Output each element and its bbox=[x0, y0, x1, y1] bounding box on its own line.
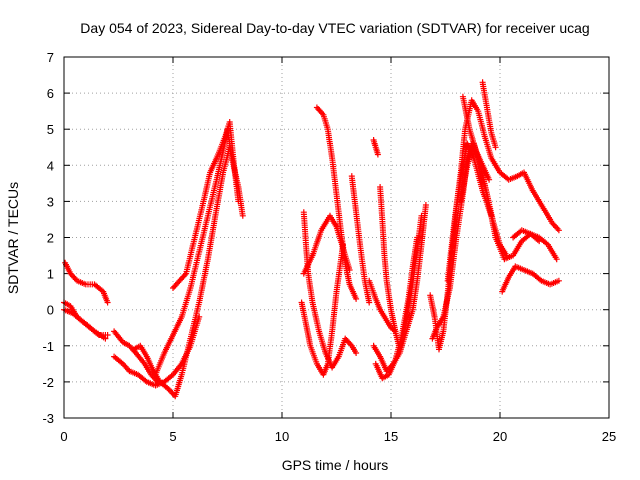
plus-markers bbox=[62, 259, 111, 306]
x-tick-label: 0 bbox=[60, 429, 67, 444]
series-t23 bbox=[479, 79, 499, 151]
y-axis-label: SDTVAR / TECUs bbox=[5, 182, 21, 294]
plus-markers bbox=[298, 241, 346, 378]
plus-markers bbox=[457, 140, 510, 259]
y-tick-label: 6 bbox=[47, 86, 54, 101]
plus-markers bbox=[510, 227, 543, 245]
y-tick-label: -2 bbox=[42, 375, 54, 390]
plus-markers bbox=[372, 234, 421, 382]
x-tick-label: 5 bbox=[169, 429, 176, 444]
plus-markers bbox=[61, 306, 111, 338]
y-tick-label: 5 bbox=[47, 122, 54, 137]
plus-markers bbox=[300, 209, 360, 371]
y-tick-label: -3 bbox=[42, 411, 54, 426]
series-t02 bbox=[61, 306, 111, 338]
y-tick-label: 7 bbox=[47, 50, 54, 65]
x-axis-label: GPS time / hours bbox=[282, 457, 389, 473]
y-tick-label: 3 bbox=[47, 194, 54, 209]
series-t03 bbox=[62, 259, 111, 306]
axis-ticks: 0 5 10 15 20 25 -3 -2 -1 0 1 2 3 4 5 6 7 bbox=[42, 50, 616, 444]
series-t09 bbox=[300, 209, 360, 371]
x-tick-label: 20 bbox=[493, 429, 507, 444]
x-tick-label: 10 bbox=[275, 429, 289, 444]
plus-markers bbox=[111, 328, 161, 385]
series-t12 bbox=[300, 212, 353, 277]
series-t25 bbox=[499, 263, 562, 295]
y-tick-label: 0 bbox=[47, 303, 54, 318]
series-t24 bbox=[457, 140, 510, 259]
plus-markers bbox=[366, 277, 399, 335]
x-tick-label: 15 bbox=[384, 429, 398, 444]
x-tick-label: 25 bbox=[602, 429, 616, 444]
series-t04 bbox=[111, 328, 161, 385]
plot-frame bbox=[63, 56, 610, 419]
y-tick-label: 1 bbox=[47, 267, 54, 282]
series-t07 bbox=[152, 126, 246, 378]
series-t14 bbox=[370, 137, 381, 158]
series-t26 bbox=[510, 227, 543, 245]
y-tick-label: 4 bbox=[47, 158, 54, 173]
y-tick-label: 2 bbox=[47, 231, 54, 246]
plus-markers bbox=[370, 137, 381, 158]
chart-title: Day 054 of 2023, Sidereal Day-to-day VTE… bbox=[80, 20, 589, 36]
series-t08 bbox=[170, 119, 242, 291]
plus-markers bbox=[170, 119, 242, 291]
series-t15 bbox=[366, 277, 399, 335]
plus-markers bbox=[348, 173, 373, 306]
plus-markers bbox=[152, 126, 246, 378]
series-t18 bbox=[372, 234, 421, 382]
series-t13 bbox=[348, 173, 373, 306]
series-t06 bbox=[130, 144, 233, 400]
data-points bbox=[61, 79, 562, 400]
y-tick-label: -1 bbox=[42, 339, 54, 354]
plus-markers bbox=[479, 79, 499, 151]
plus-markers bbox=[499, 263, 562, 295]
plus-markers bbox=[300, 212, 353, 277]
series-t10 bbox=[298, 241, 346, 378]
plus-markers bbox=[130, 144, 233, 400]
